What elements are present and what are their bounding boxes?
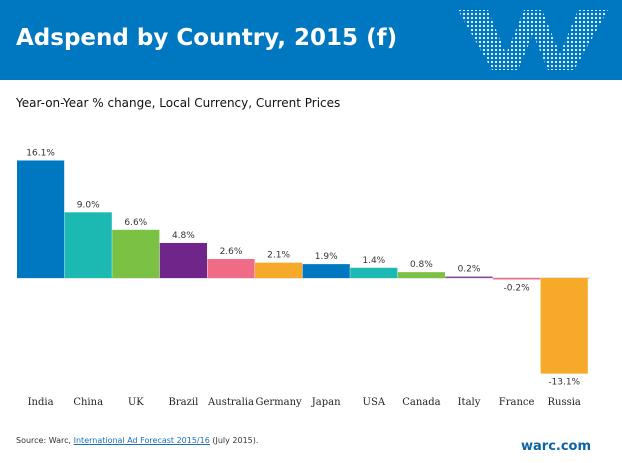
warc-brand[interactable]: warc.com xyxy=(521,439,592,454)
value-label-australia: 2.6% xyxy=(220,247,243,257)
category-label-australia: Australia xyxy=(207,397,254,408)
category-label-germany: Germany xyxy=(255,397,302,408)
category-label-uk: UK xyxy=(128,397,144,408)
value-label-china: 9.0% xyxy=(77,200,100,210)
bar-france xyxy=(493,278,541,280)
value-label-canada: 0.8% xyxy=(410,260,433,270)
category-label-usa: USA xyxy=(363,397,386,408)
bar-australia xyxy=(207,259,255,278)
bar-russia xyxy=(540,278,588,374)
category-label-brazil: Brazil xyxy=(169,397,199,408)
value-label-usa: 1.4% xyxy=(362,256,385,266)
bars-group xyxy=(17,160,588,374)
value-label-russia: -13.1% xyxy=(548,378,580,388)
category-labels-group: India China UK Brazil Australia Germany Japan U… xyxy=(28,397,581,408)
category-label-india: India xyxy=(28,397,54,408)
value-label-brazil: 4.8% xyxy=(172,231,195,241)
bar-italy xyxy=(445,276,493,278)
header-banner: Adspend by Country, 2015 (f) W xyxy=(0,0,622,80)
source-suffix: (July 2015). xyxy=(209,436,259,445)
warc-w-logo: W xyxy=(458,10,608,70)
bar-japan xyxy=(302,264,350,278)
category-label-france: France xyxy=(499,397,535,408)
bar-chart: 16.1% 9.0% 6.6% 4.8% 2.6% 2.1% 1.9% 1.4% 0.8% 0.2… xyxy=(17,148,590,408)
value-label-uk: 6.6% xyxy=(124,218,147,228)
source-link[interactable]: International Ad Forecast 2015/16 xyxy=(73,436,210,445)
value-label-japan: 1.9% xyxy=(315,252,338,262)
value-labels-group: 16.1% 9.0% 6.6% 4.8% 2.6% 2.1% 1.9% 1.4% 0.8% 0.2… xyxy=(26,148,580,387)
category-label-italy: Italy xyxy=(458,397,481,408)
value-label-france: -0.2% xyxy=(504,283,531,293)
value-label-italy: 0.2% xyxy=(458,265,481,275)
category-label-russia: Russia xyxy=(547,397,580,408)
bar-usa xyxy=(350,267,398,278)
bar-india xyxy=(17,160,65,278)
value-label-india: 16.1% xyxy=(26,148,55,158)
value-label-germany: 2.1% xyxy=(267,251,290,261)
bar-canada xyxy=(397,272,445,278)
chart-subtitle: Year-on-Year % change, Local Currency, C… xyxy=(16,96,341,110)
category-label-china: China xyxy=(73,397,103,408)
bar-germany xyxy=(255,262,303,278)
bar-brazil xyxy=(159,242,207,278)
bar-china xyxy=(64,212,112,278)
source-prefix: Source: Warc, xyxy=(16,436,74,445)
bar-uk xyxy=(112,229,160,278)
source-note: Source: Warc, International Ad Forecast … xyxy=(16,436,258,445)
category-label-canada: Canada xyxy=(402,397,440,408)
category-label-japan: Japan xyxy=(311,397,341,408)
chart-title: Adspend by Country, 2015 (f) xyxy=(16,25,398,51)
